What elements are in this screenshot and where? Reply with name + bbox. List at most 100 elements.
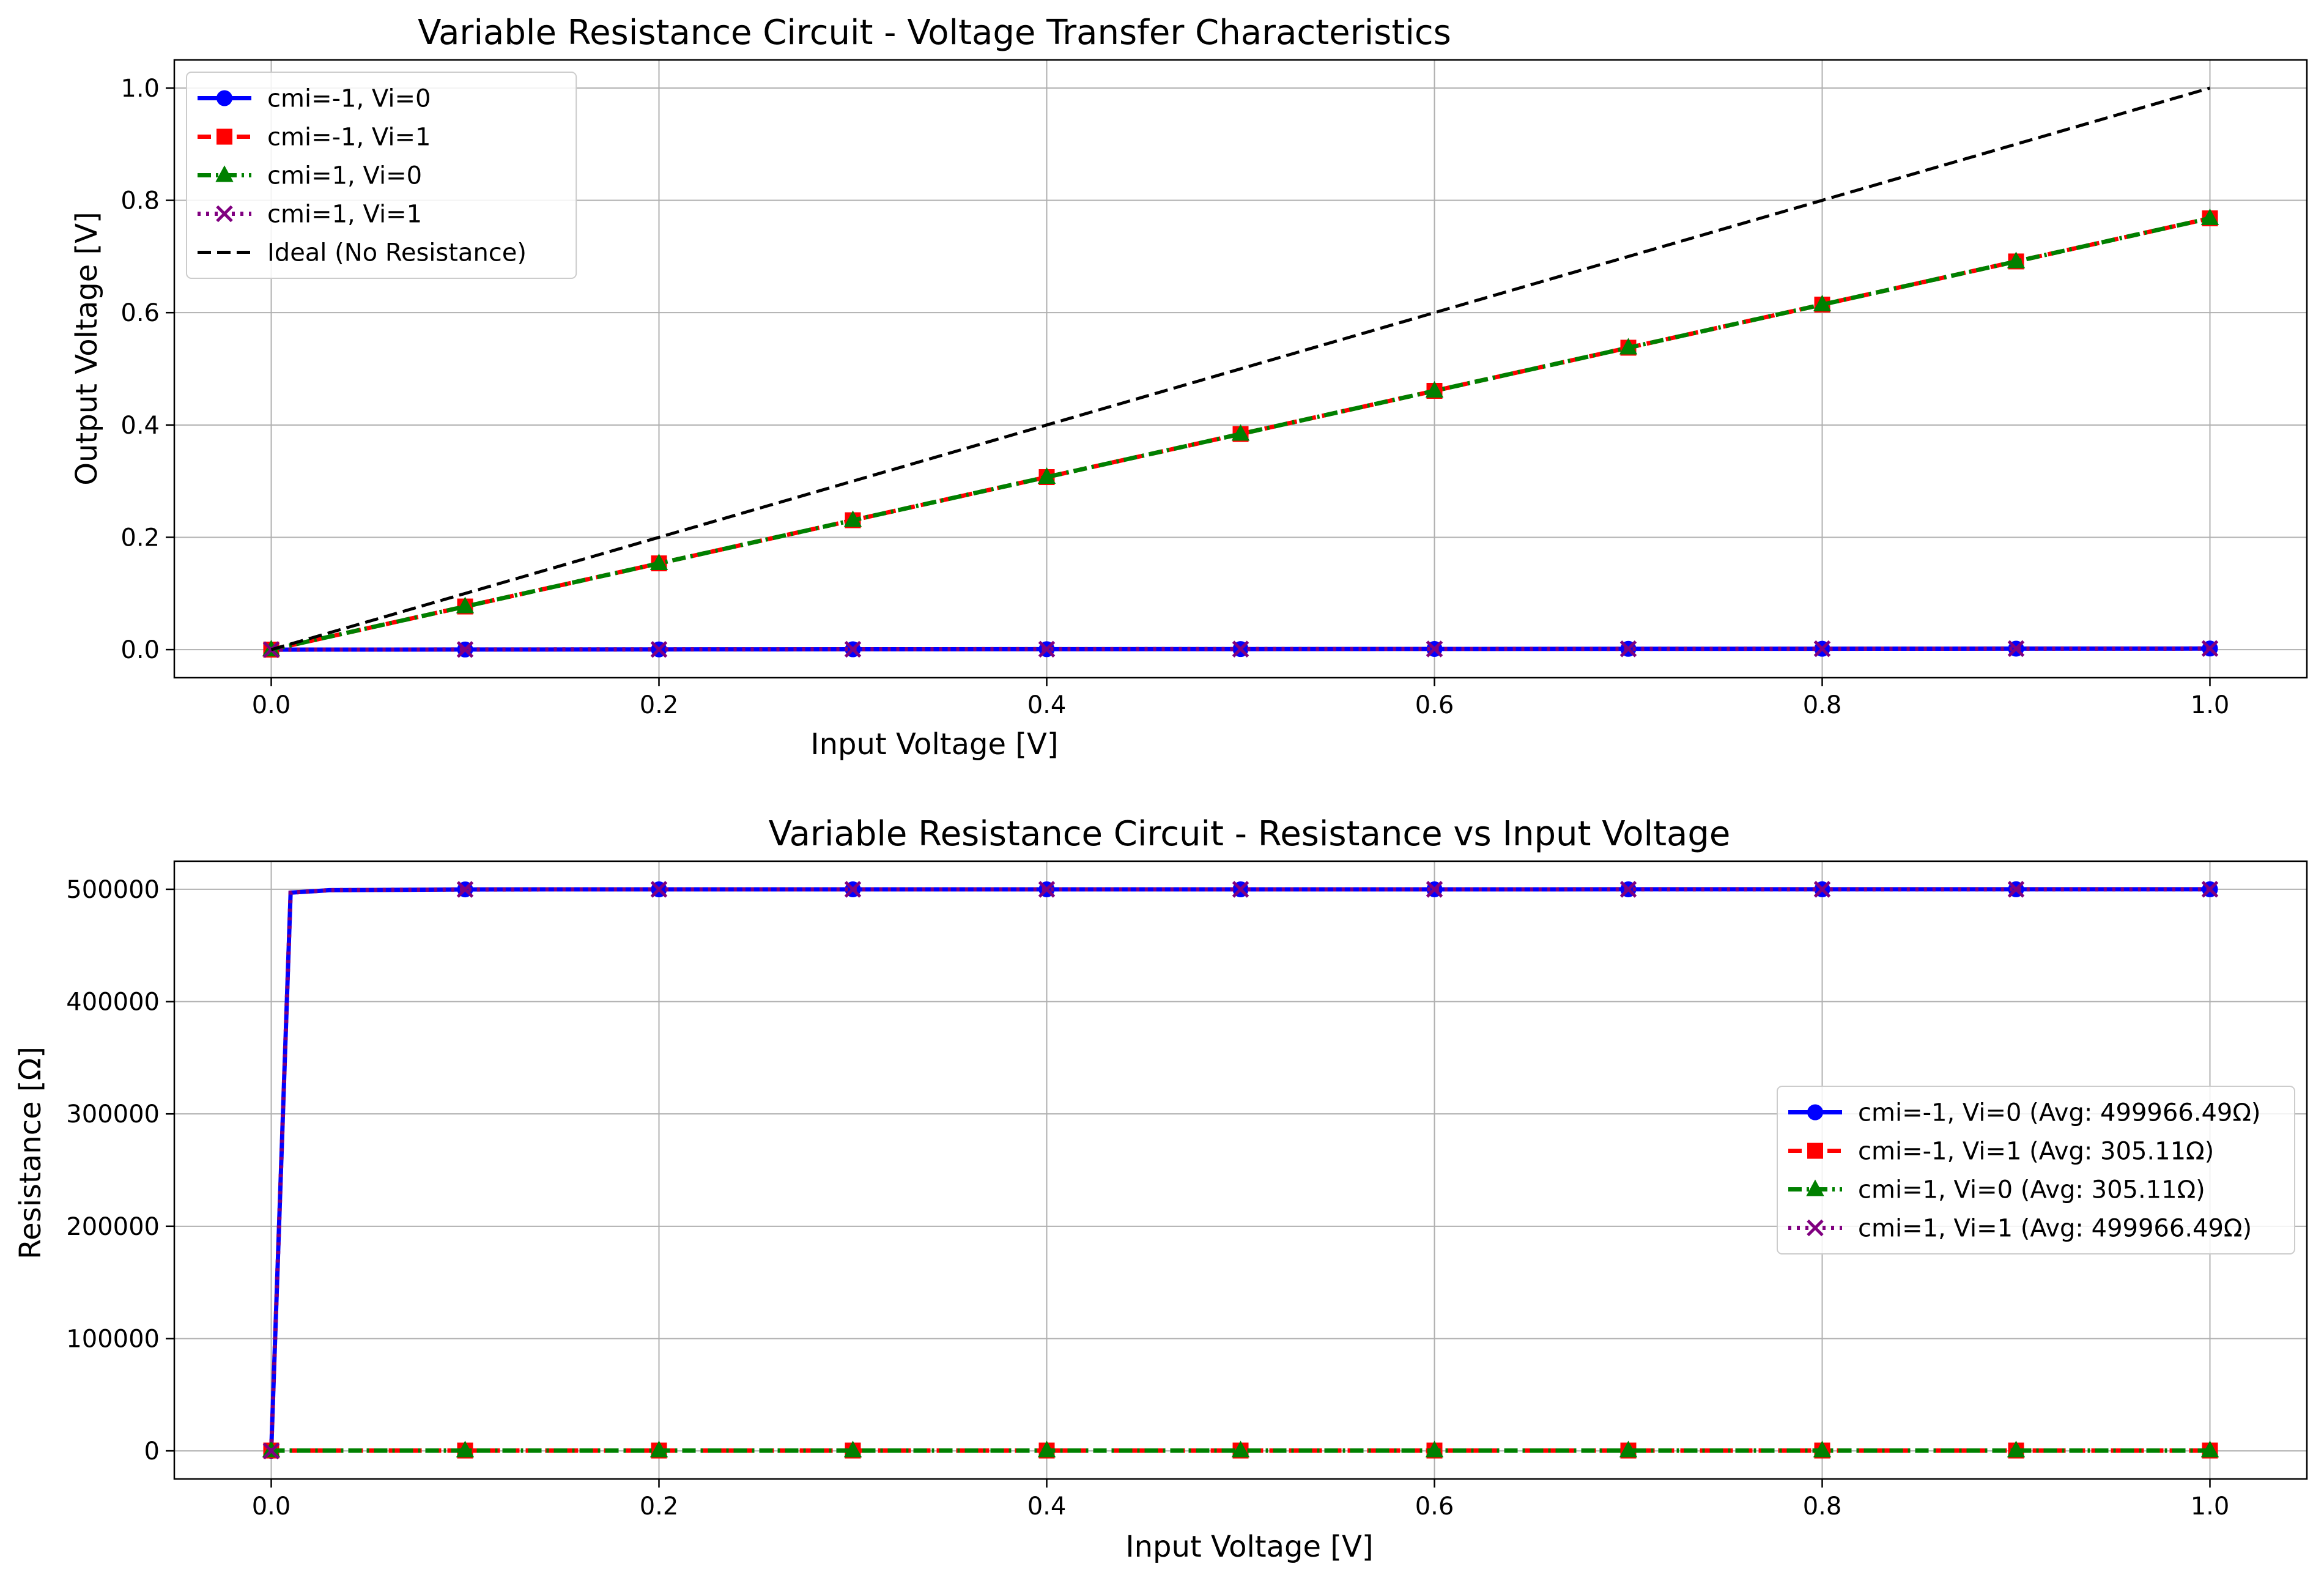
legend-label: cmi=-1, Vi=0 <box>267 85 431 113</box>
axis-ticks: 0.0 0.2 0.4 0.6 0.8 1.0 0.0 0.2 0.4 0.6 0.8 1.0 <box>120 75 2229 719</box>
data-point <box>456 1440 475 1458</box>
data-point <box>1619 881 1637 898</box>
data-point <box>262 1442 280 1459</box>
x-tick-label: 0.8 <box>1803 691 1842 719</box>
x-tick-label: 0.2 <box>640 691 679 719</box>
plot-area <box>262 86 2219 658</box>
x-tick-label: 0.2 <box>640 1492 679 1521</box>
data-point <box>1037 1440 1056 1458</box>
data-point <box>1232 881 1249 898</box>
data-point <box>1425 1440 1444 1458</box>
legend-entry: cmi=-1, Vi=1 (Avg: 305.11Ω) <box>1788 1138 2214 1166</box>
legend-marker <box>215 165 234 182</box>
legend-entry: cmi=1, Vi=0 <box>198 162 422 190</box>
legend-entry: cmi=1, Vi=1 <box>198 201 422 229</box>
data-point <box>1813 1440 1832 1458</box>
data-point <box>1619 338 1638 355</box>
x-tick-label: 0.6 <box>1415 691 1454 719</box>
y-tick-label: 300000 <box>66 1100 160 1128</box>
y-tick-label: 500000 <box>66 876 160 904</box>
legend-marker <box>216 90 232 106</box>
y-axis-label: Output Voltage [V] <box>70 212 104 486</box>
series-cmi=1, Vi=1 (Avg: 499966.49Ω) <box>262 881 2219 1459</box>
y-tick-label: 0 <box>144 1437 160 1466</box>
data-point <box>1232 640 1249 658</box>
data-point <box>2200 1440 2219 1458</box>
y-tick-label: 400000 <box>66 988 160 1017</box>
data-point <box>1813 881 1831 898</box>
legend-marker <box>1807 1143 1823 1159</box>
legend: cmi=-1, Vi=0 (Avg: 499966.49Ω) cmi=-1, Vi… <box>1777 1086 2295 1254</box>
data-point <box>649 1440 668 1458</box>
x-axis-label: Input Voltage [V] <box>1125 1530 1373 1564</box>
data-point <box>649 553 668 571</box>
data-point <box>1619 1440 1638 1458</box>
legend-label: cmi=1, Vi=1 (Avg: 499966.49Ω) <box>1858 1215 2252 1243</box>
x-tick-label: 0.0 <box>252 1492 291 1521</box>
x-tick-label: 0.6 <box>1415 1492 1454 1521</box>
x-tick-label: 0.8 <box>1803 1492 1842 1521</box>
data-point <box>650 640 668 658</box>
axis-ticks: 0.0 0.2 0.4 0.6 0.8 1.0 0 100000 200000 300000 400… <box>66 876 2229 1521</box>
data-point <box>844 881 862 898</box>
data-point <box>844 640 862 658</box>
x-axis-label: Input Voltage [V] <box>810 727 1058 762</box>
y-tick-label: 0.6 <box>120 299 160 327</box>
voltage-transfer-panel: Variable Resistance Circuit - Voltage Tr… <box>70 13 2308 762</box>
x-tick-label: 1.0 <box>2191 1492 2230 1521</box>
legend-entry: cmi=-1, Vi=1 <box>198 124 431 152</box>
legend-entry: cmi=-1, Vi=0 (Avg: 499966.49Ω) <box>1788 1099 2261 1127</box>
data-point <box>456 596 475 613</box>
x-tick-label: 0.4 <box>1027 691 1067 719</box>
y-tick-label: 0.2 <box>120 524 160 552</box>
axes-frame <box>173 860 2308 1480</box>
legend-label: cmi=-1, Vi=0 (Avg: 499966.49Ω) <box>1858 1099 2261 1127</box>
data-point <box>2007 881 2025 898</box>
series-Ideal (No Resistance) <box>270 86 2211 651</box>
series-cmi=1, Vi=0 (Avg: 305.11Ω) <box>262 1440 2219 1458</box>
legend-marker <box>1807 1104 1823 1121</box>
legend-label: cmi=-1, Vi=1 (Avg: 305.11Ω) <box>1858 1138 2214 1166</box>
legend-entry: cmi=-1, Vi=0 <box>198 85 431 113</box>
data-point <box>843 1440 862 1458</box>
series-cmi=1, Vi=1 <box>262 640 2219 658</box>
data-point <box>2200 208 2219 225</box>
data-point <box>2201 881 2219 898</box>
legend-label: Ideal (No Resistance) <box>267 239 527 267</box>
data-point <box>843 510 862 527</box>
y-tick-label: 0.0 <box>120 636 160 664</box>
data-point <box>1619 640 1637 658</box>
series-line <box>270 216 2211 652</box>
axes-frame <box>173 59 2308 679</box>
y-axis-label: Resistance [Ω] <box>13 1047 48 1259</box>
data-point <box>1037 467 1056 484</box>
data-point <box>2007 640 2025 658</box>
x-tick-label: 1.0 <box>2191 691 2230 719</box>
resistance-panel: Variable Resistance Circuit - Resistance… <box>13 814 2308 1564</box>
data-point <box>2007 251 2026 269</box>
legend-label: cmi=-1, Vi=1 <box>267 124 431 152</box>
data-point <box>1426 640 1443 658</box>
plot-area <box>262 881 2219 1459</box>
data-point <box>1813 640 1831 658</box>
legend: cmi=-1, Vi=0 cmi=-1, Vi=1 cmi=1, Vi=0 cmi=1… <box>186 72 577 279</box>
y-tick-label: 1.0 <box>120 75 160 103</box>
legend-marker <box>1806 1179 1824 1196</box>
legend-entry: cmi=1, Vi=1 (Avg: 499966.49Ω) <box>1788 1215 2252 1243</box>
data-point <box>1231 424 1250 441</box>
y-tick-label: 0.4 <box>120 412 160 440</box>
legend-marker <box>216 205 233 223</box>
series-line <box>270 86 2211 651</box>
data-point <box>2007 1440 2026 1458</box>
legend-entry: cmi=1, Vi=0 (Avg: 305.11Ω) <box>1788 1176 2205 1204</box>
legend-box <box>1777 1086 2295 1254</box>
legend-label: cmi=1, Vi=0 (Avg: 305.11Ω) <box>1858 1176 2205 1204</box>
data-point <box>650 881 668 898</box>
data-point <box>456 641 474 658</box>
legend-marker <box>1807 1219 1824 1237</box>
data-point <box>1231 1440 1250 1458</box>
data-point <box>456 881 474 898</box>
legend-label: cmi=1, Vi=1 <box>267 201 422 229</box>
legend-entry: Ideal (No Resistance) <box>198 239 527 267</box>
